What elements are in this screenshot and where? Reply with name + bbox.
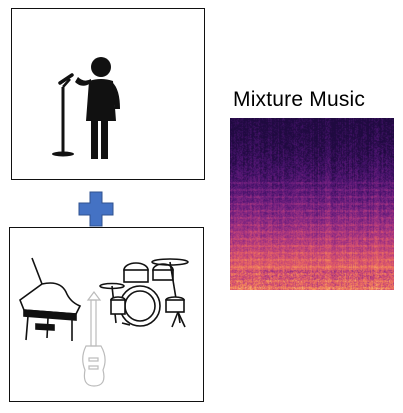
singer-with-microphone-icon <box>52 57 120 159</box>
mixture-title: Mixture Music <box>233 88 366 111</box>
electric-guitar-icon <box>82 291 106 387</box>
vocal-panel <box>11 8 205 180</box>
grand-piano-icon <box>19 257 82 341</box>
plus-icon <box>78 191 114 227</box>
drum-kit-icon <box>99 258 189 328</box>
instrument-panel <box>9 227 204 402</box>
spectrogram-image <box>230 118 394 290</box>
